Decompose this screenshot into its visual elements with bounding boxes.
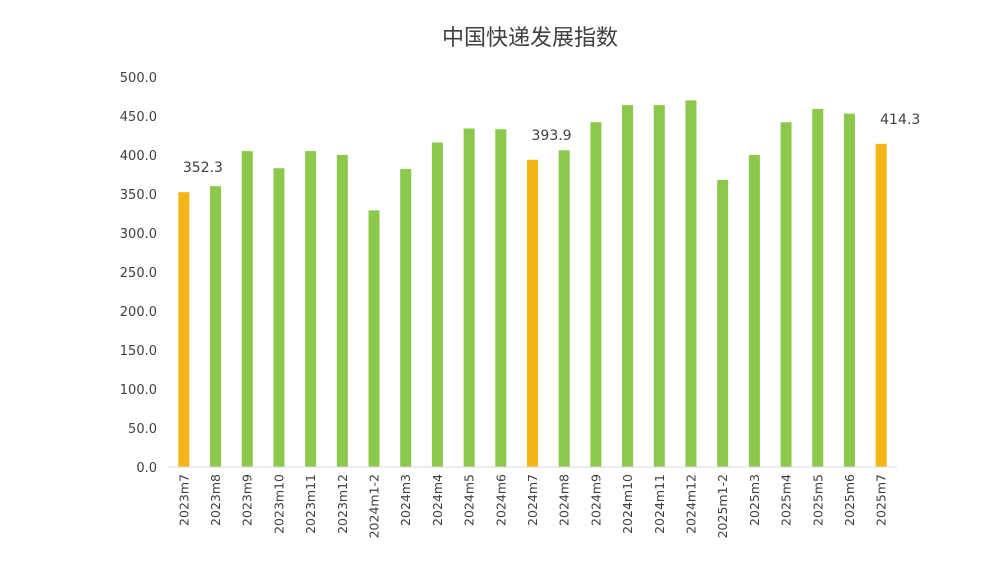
x-tick-label: 2024m1-2 — [367, 474, 382, 538]
y-tick-label: 250.0 — [120, 266, 157, 281]
x-tick-label: 2025m5 — [810, 474, 825, 526]
y-tick-label: 350.0 — [120, 188, 157, 203]
bar-2024m10 — [622, 105, 634, 467]
y-tick-label: 50.0 — [128, 422, 157, 437]
x-tick-label: 2024m7 — [525, 474, 540, 526]
x-tick-label: 2024m8 — [557, 474, 572, 526]
x-tick-label: 2024m3 — [398, 474, 413, 526]
x-tick-label: 2025m7 — [874, 474, 889, 526]
bar-2023m7 — [178, 192, 190, 467]
data-label: 393.9 — [532, 128, 572, 144]
bar-2023m9 — [241, 151, 253, 467]
x-tick-label: 2024m6 — [493, 474, 508, 526]
bar-2024m4 — [431, 142, 443, 467]
y-tick-label: 450.0 — [120, 110, 157, 125]
bar-2025m3 — [748, 155, 760, 467]
x-tick-label: 2024m10 — [620, 474, 635, 534]
x-tick-label: 2023m12 — [335, 474, 350, 534]
x-tick-label: 2025m3 — [747, 474, 762, 526]
bar-2024m12 — [685, 100, 697, 468]
bar-2025m1-2 — [717, 179, 729, 467]
x-tick-label: 2023m8 — [208, 474, 223, 526]
x-axis: 2023m7 2023m8 2023m9 2023m10 2023m11 2023m12 2… — [176, 474, 888, 538]
bar-2023m12 — [336, 155, 348, 467]
x-tick-label: 2024m12 — [683, 474, 698, 534]
y-tick-label: 150.0 — [120, 344, 157, 359]
bar-2024m8 — [558, 150, 570, 467]
y-tick-label: 500.0 — [120, 71, 157, 86]
bar-2023m8 — [210, 186, 222, 467]
y-axis: 0.0 50.0 100.0 150.0 200.0 250.0 300.0 350.0 400… — [120, 71, 157, 476]
bars — [178, 100, 887, 468]
x-tick-label: 2023m9 — [240, 474, 255, 526]
bar-2024m5 — [463, 128, 475, 468]
bar-2024m3 — [400, 169, 412, 468]
bar-2023m11 — [305, 151, 317, 467]
bar-2025m6 — [843, 113, 855, 467]
y-tick-label: 300.0 — [120, 227, 157, 242]
bar-2023m10 — [273, 168, 285, 467]
x-tick-label: 2023m10 — [271, 474, 286, 534]
x-tick-label: 2023m7 — [176, 474, 191, 526]
y-tick-label: 400.0 — [120, 149, 157, 164]
bar-2025m5 — [812, 108, 824, 467]
bar-2024m7 — [527, 159, 538, 467]
chart-title: 中国快递发展指数 — [442, 26, 618, 51]
bar-2025m7 — [875, 143, 887, 467]
bar-2024m6 — [495, 129, 507, 467]
y-tick-label: 200.0 — [120, 305, 157, 320]
y-tick-label: 0.0 — [136, 461, 157, 476]
data-labels: 352.3 393.9 414.3 — [183, 112, 920, 176]
bar-2024m11 — [653, 105, 665, 467]
x-tick-label: 2024m5 — [462, 474, 477, 526]
x-tick-label: 2025m4 — [779, 474, 794, 526]
x-tick-label: 2025m6 — [842, 474, 857, 526]
bar-2024m1-2 — [368, 210, 380, 467]
data-label: 352.3 — [183, 160, 223, 176]
bar-2024m9 — [590, 122, 602, 468]
data-label: 414.3 — [880, 112, 920, 128]
y-tick-label: 100.0 — [120, 383, 157, 398]
x-tick-label: 2024m4 — [430, 474, 445, 526]
x-tick-label: 2024m11 — [652, 474, 667, 534]
x-tick-label: 2023m11 — [303, 474, 318, 534]
x-tick-label: 2024m9 — [588, 474, 603, 526]
bar-2025m4 — [780, 122, 792, 468]
x-tick-label: 2025m1-2 — [715, 474, 730, 538]
